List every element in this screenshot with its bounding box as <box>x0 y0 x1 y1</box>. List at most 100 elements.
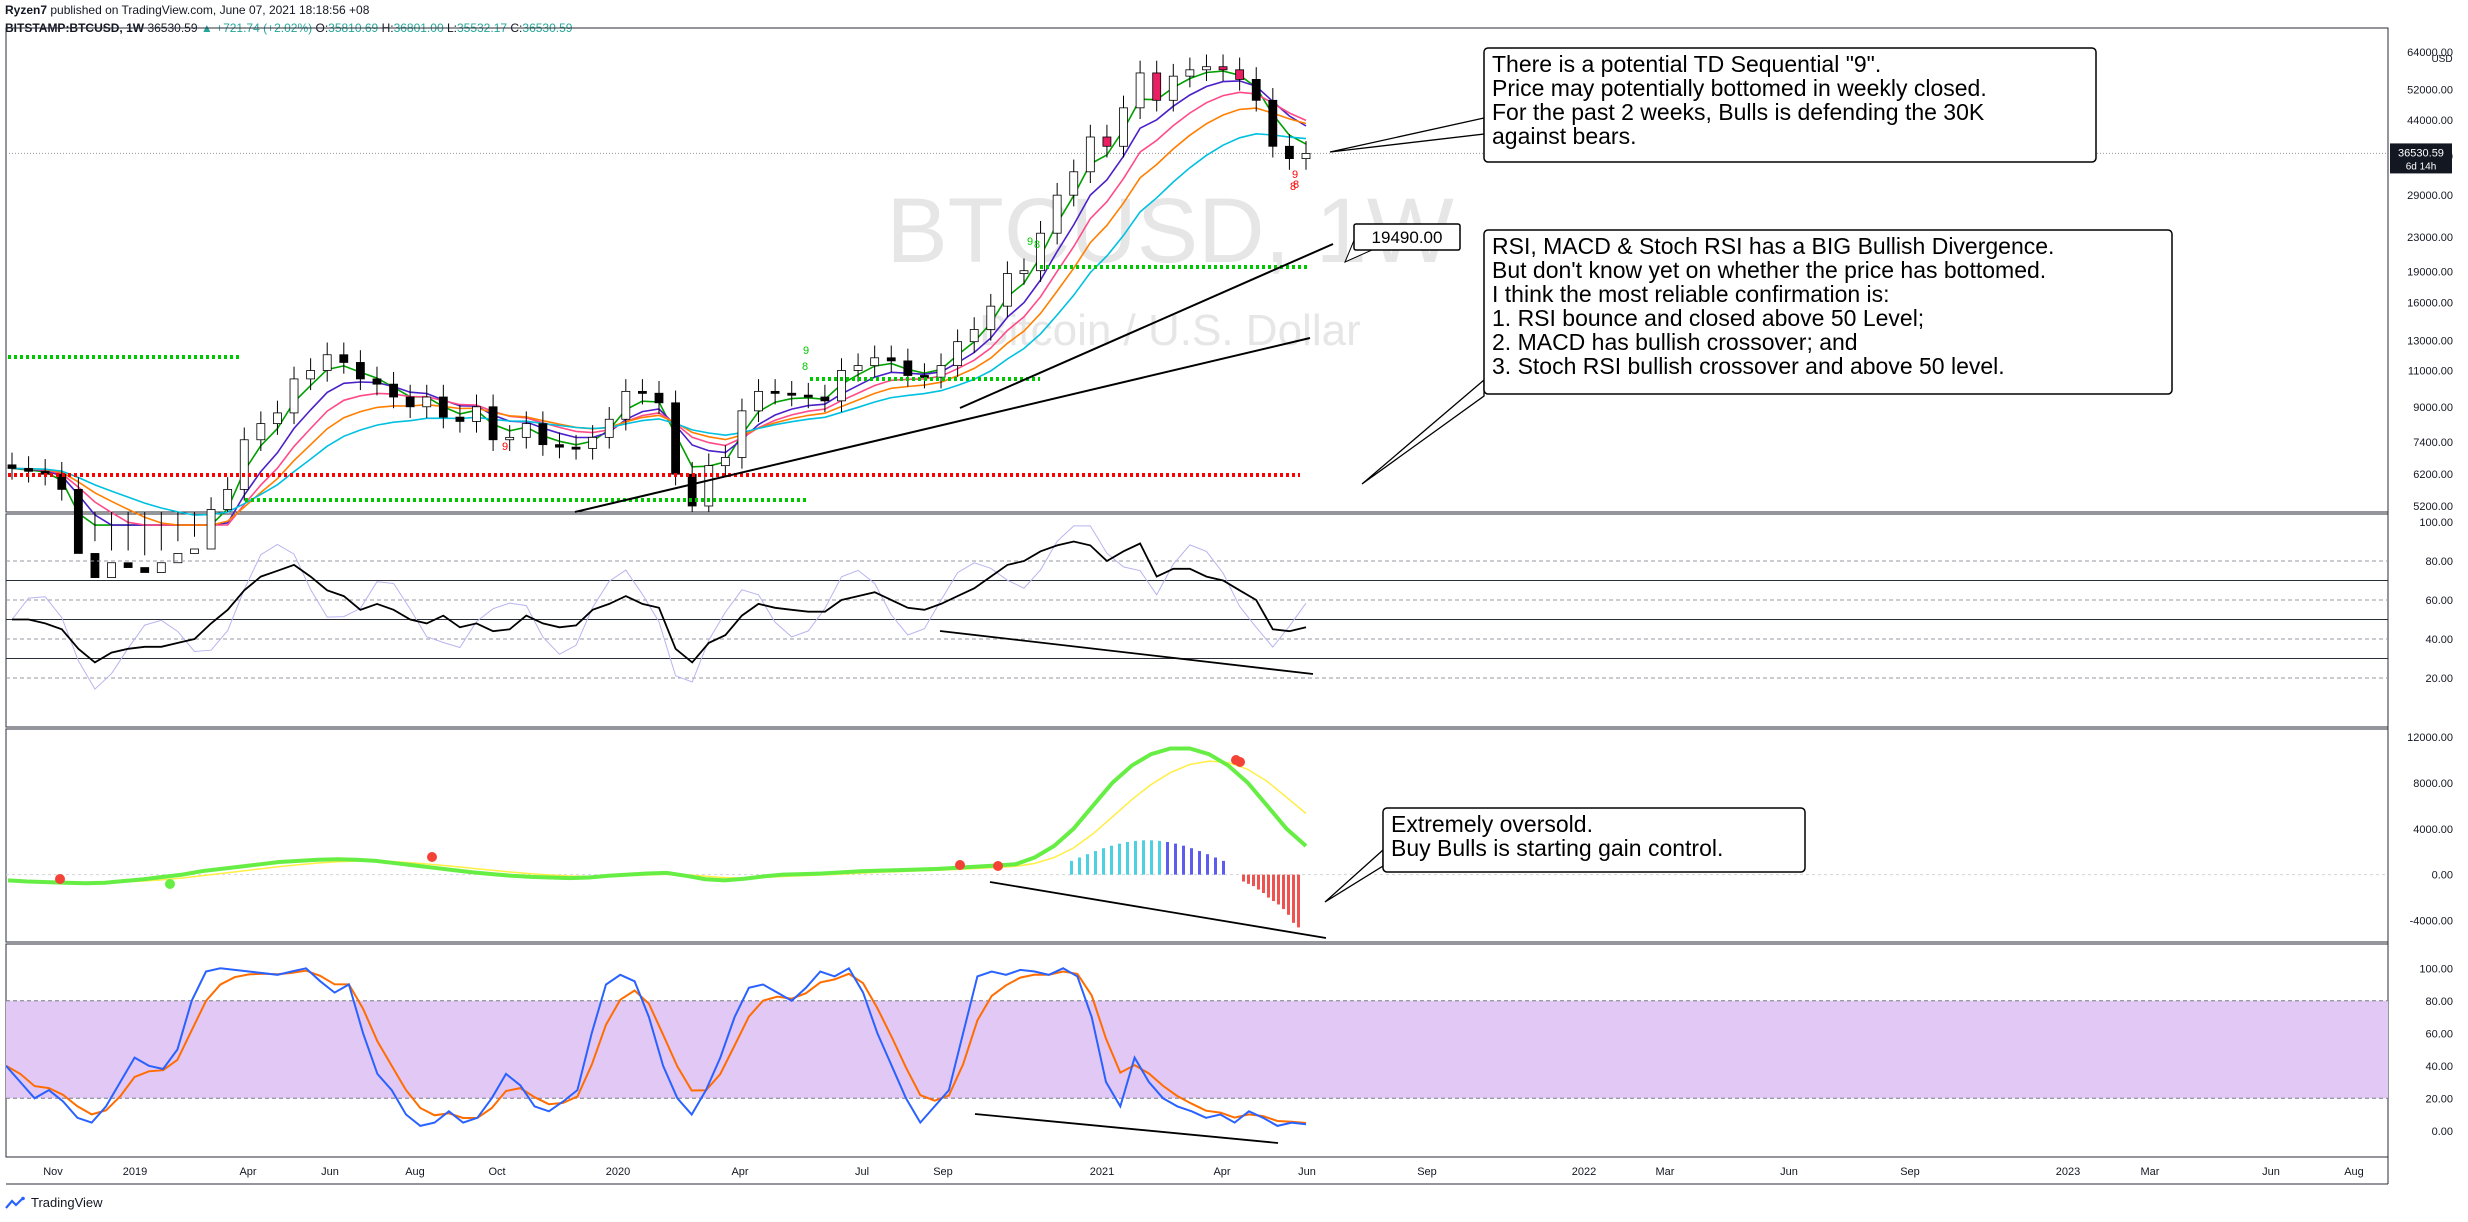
price-tick-label: 16000.00 <box>2407 298 2453 310</box>
candle <box>1268 99 1278 147</box>
note-text-line: Buy Bulls is starting gain control. <box>1391 835 1723 861</box>
candle <box>223 488 233 510</box>
candle <box>969 329 979 343</box>
price-tick-label: 11000.00 <box>2408 365 2453 377</box>
candle <box>1185 69 1195 77</box>
price-tick-label: 44000.00 <box>2407 115 2453 127</box>
time-tick-label: Mar <box>2141 1166 2160 1178</box>
candle <box>455 416 465 422</box>
time-tick-label: Apr <box>239 1166 256 1178</box>
time-tick-label: Sep <box>1417 1166 1437 1178</box>
rsi-tick-label: 40.00 <box>2425 634 2453 646</box>
candle <box>57 473 67 490</box>
macd-histogram-bar <box>1094 851 1097 875</box>
candle <box>123 562 133 568</box>
macd-histogram-bar <box>1150 840 1153 875</box>
time-tick-label: 2023 <box>2056 1166 2080 1178</box>
macd-histogram-bar <box>1257 874 1260 890</box>
candle <box>1285 145 1294 159</box>
candle <box>505 436 515 441</box>
time-tick-label: Jun <box>2262 1166 2280 1178</box>
stoch-tick-label: 40.00 <box>2425 1061 2453 1073</box>
candle <box>289 378 299 414</box>
candle <box>140 567 150 573</box>
candle <box>24 468 33 472</box>
candle <box>588 436 598 449</box>
stoch-tick-label: 80.00 <box>2425 996 2453 1008</box>
candle <box>1002 273 1012 307</box>
macd-histogram-bar <box>1110 845 1113 875</box>
price-tick-label: 7400.00 <box>2413 437 2453 449</box>
note-text-line: RSI, MACD & Stoch RSI has a BIG Bullish … <box>1492 233 2054 259</box>
price-tick-label: 5200.00 <box>2413 501 2453 513</box>
macd-histogram-bar <box>1272 874 1275 902</box>
time-tick-label: Sep <box>1900 1166 1920 1178</box>
candle <box>521 423 531 438</box>
watermark-subtitle: Bitcoin / U.S. Dollar <box>979 306 1360 355</box>
note-pointer <box>1329 117 1485 153</box>
candle <box>173 553 183 564</box>
candle <box>1251 79 1261 101</box>
divergence-line <box>939 630 1314 675</box>
note-text-line: Extremely oversold. <box>1391 811 1593 837</box>
author-name[interactable]: Ryzen7 <box>5 3 48 17</box>
candle <box>488 406 498 441</box>
note-text-line: 2. MACD has bullish crossover; and <box>1492 329 1858 355</box>
candle <box>604 418 614 438</box>
time-tick-label: Mar <box>1656 1166 1675 1178</box>
price-tick-label: 52000.00 <box>2407 85 2453 97</box>
td-sequential-label: 8 <box>1290 181 1296 193</box>
time-tick-label: Apr <box>731 1166 748 1178</box>
price-tick-label: 9000.00 <box>2413 402 2453 414</box>
candle <box>206 509 216 550</box>
published-line: published on TradingView.com, June 07, 2… <box>47 3 370 17</box>
price-tick-label: 23000.00 <box>2407 232 2453 244</box>
candle <box>1102 136 1112 147</box>
candle <box>306 370 316 380</box>
stoch-d-line <box>5 969 1307 1124</box>
td-sequential-label: 9 <box>1027 236 1033 248</box>
macd-cross-dot <box>955 860 965 870</box>
trendline <box>574 337 1311 513</box>
time-tick-label: 2022 <box>1572 1166 1596 1178</box>
candle <box>1235 69 1245 80</box>
macd-tick-label: -4000.00 <box>2410 916 2453 928</box>
candle <box>90 553 100 579</box>
candle <box>1218 66 1228 71</box>
note-text-line: against bears. <box>1492 123 1636 149</box>
macd-histogram-bar <box>1198 851 1201 875</box>
candle <box>156 562 166 573</box>
macd-histogram-bar <box>1292 874 1295 923</box>
candle <box>754 390 763 412</box>
candle <box>654 392 664 404</box>
macd-cross-dot <box>55 874 65 884</box>
macd-line <box>7 746 1308 886</box>
time-tick-label: Jul <box>855 1166 869 1178</box>
macd-histogram-bar <box>1282 874 1285 910</box>
macd-histogram-bar <box>1134 840 1137 875</box>
candle <box>555 444 564 448</box>
currency-label: USD <box>2431 54 2452 65</box>
candle <box>886 357 896 362</box>
macd-histogram-bar <box>1070 860 1073 875</box>
candle <box>1301 153 1311 159</box>
note-pointer <box>1361 378 1485 485</box>
td-sequential-label: 8 <box>1293 179 1299 191</box>
note-text-line: I think the most reliable confirmation i… <box>1492 281 1890 307</box>
candle <box>621 390 631 420</box>
candle <box>1052 194 1062 234</box>
note-box <box>1483 47 2097 163</box>
candle <box>7 464 17 469</box>
time-tick-label: Aug <box>405 1166 425 1178</box>
price-callout-label: 19490.00 <box>1372 228 1443 247</box>
price-tick-label: 29000.00 <box>2407 190 2453 202</box>
macd-cross-dot <box>1235 757 1245 767</box>
tradingview-footer[interactable]: TradingView <box>5 1195 103 1211</box>
macd-histogram-bar <box>1190 848 1193 875</box>
divergence-line <box>974 1113 1279 1144</box>
candle <box>256 423 266 441</box>
time-tick-label: Jun <box>321 1166 339 1178</box>
macd-histogram-bar <box>1247 874 1250 884</box>
candle <box>538 423 548 446</box>
